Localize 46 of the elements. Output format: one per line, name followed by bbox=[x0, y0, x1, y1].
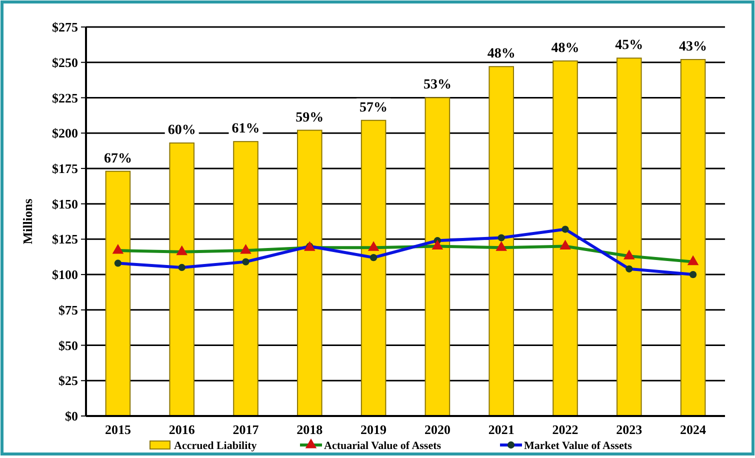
x-tick-label: 2023 bbox=[616, 422, 643, 437]
y-tick-label: $250 bbox=[52, 54, 78, 70]
bar bbox=[424, 97, 450, 416]
y-tick-label: $225 bbox=[52, 90, 78, 106]
bar bbox=[233, 141, 258, 416]
x-tick-label: 2021 bbox=[488, 422, 514, 437]
annotation: 57% bbox=[360, 100, 388, 116]
legend-label: Actuarial Value of Assets bbox=[324, 440, 442, 452]
annotation: 60% bbox=[168, 122, 196, 138]
y-tick-label: $200 bbox=[52, 126, 78, 141]
legend-label: Market Value of Assets bbox=[524, 440, 633, 452]
y-tick-label: $25 bbox=[58, 373, 78, 388]
annotation: 67% bbox=[104, 151, 132, 166]
x-tick-label: 2015 bbox=[104, 422, 132, 437]
x-tick-label: 2016 bbox=[168, 422, 196, 437]
bar bbox=[488, 66, 514, 416]
x-tick-label: 2020 bbox=[424, 422, 450, 437]
annotation: 48% bbox=[487, 46, 516, 62]
y-tick-label: $175 bbox=[52, 161, 78, 176]
bar bbox=[360, 120, 386, 416]
bar bbox=[680, 59, 706, 416]
y-tick-label: $275 bbox=[52, 20, 78, 35]
legend-label: Accrued Liability bbox=[174, 440, 258, 452]
bar bbox=[616, 58, 642, 416]
annotation: 59% bbox=[296, 110, 324, 126]
x-tick-label: 2017 bbox=[232, 422, 260, 437]
x-tick-label: 2024 bbox=[680, 422, 707, 437]
x-tick-label: 2022 bbox=[552, 422, 578, 437]
y-tick-label: $50 bbox=[58, 338, 78, 353]
x-tick-label: 2019 bbox=[360, 422, 388, 437]
y-axis-title: Millions bbox=[20, 198, 35, 244]
y-tick-label: $150 bbox=[52, 196, 78, 212]
bar bbox=[297, 130, 322, 416]
y-tick-label: $100 bbox=[52, 267, 78, 282]
annotation: 45% bbox=[615, 38, 644, 54]
y-tick-label: $125 bbox=[52, 232, 78, 247]
annotation: 48% bbox=[551, 40, 580, 56]
bar bbox=[552, 60, 578, 416]
y-tick-label: $75 bbox=[58, 302, 78, 318]
annotation: 53% bbox=[423, 78, 452, 93]
annotation: 61% bbox=[232, 122, 260, 137]
annotation: 43% bbox=[679, 40, 708, 55]
bar bbox=[169, 142, 194, 416]
bar bbox=[105, 170, 131, 416]
x-tick-label: 2018 bbox=[296, 422, 324, 437]
y-tick-label: $0 bbox=[65, 408, 78, 424]
